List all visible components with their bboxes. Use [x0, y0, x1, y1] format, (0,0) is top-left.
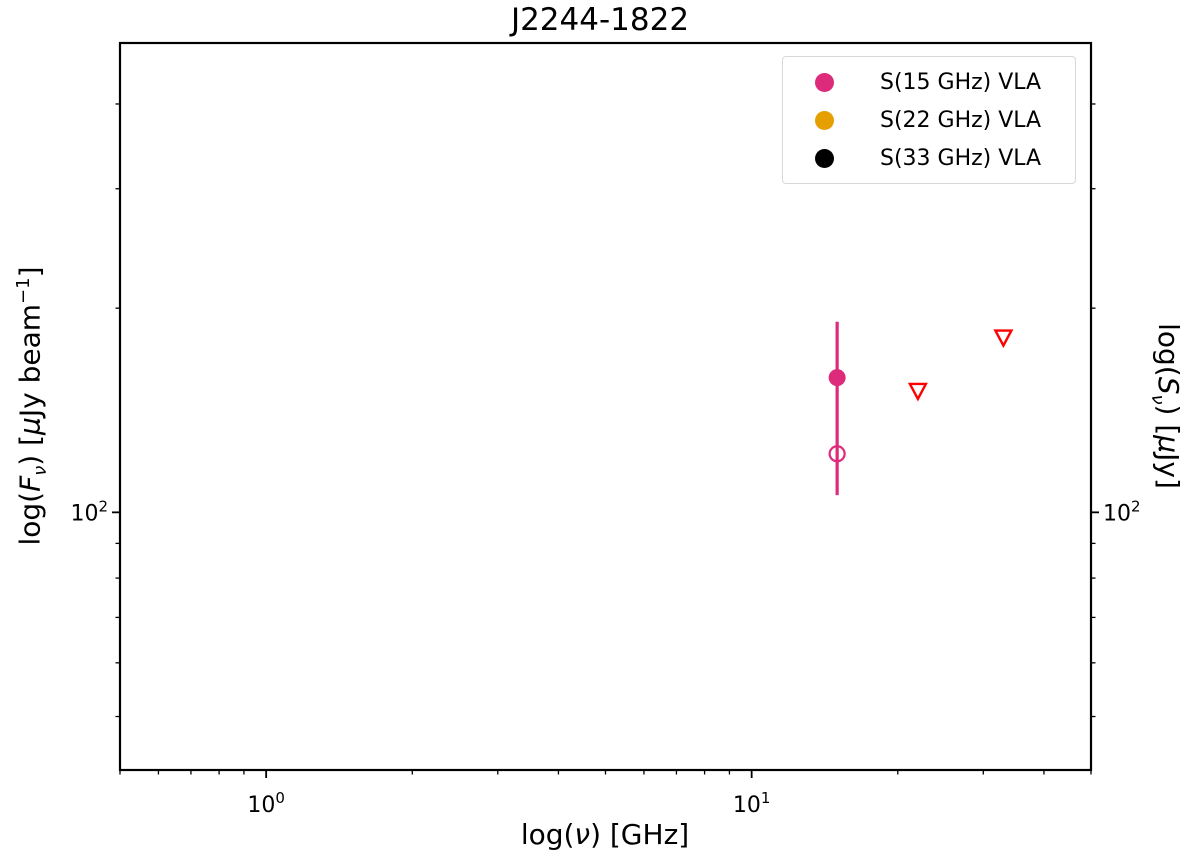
legend-item-15ghz: S(15 GHz) VLA [783, 64, 1041, 100]
legend-label: S(33 GHz) VLA [880, 145, 1042, 171]
upper-limit-triangle-marker [993, 329, 1014, 349]
x-tick-label: 100 [247, 789, 285, 818]
y2-tick-label: 102 [1103, 497, 1141, 526]
axes-frame [118, 41, 1093, 772]
filled-circle-icon [815, 110, 834, 130]
filled-circle-icon [815, 72, 834, 92]
axis-ticks [112, 103, 1099, 778]
y-axis-label: log(Fν) [μJy beam−1] [13, 266, 51, 546]
tick-labels: 100 101 102 102 [70, 497, 1140, 818]
secondary-y-axis-label: log(Sν) [μJy] [1147, 323, 1185, 489]
open-circle-marker [828, 445, 846, 463]
upper-limit-triangle-marker [907, 382, 928, 402]
filled-circle-icon [815, 148, 834, 168]
legend-label: S(22 GHz) VLA [880, 107, 1042, 133]
legend-item-33ghz: S(33 GHz) VLA [783, 140, 1041, 176]
filled-circle-marker [828, 369, 846, 387]
chart-title: J2244-1822 [510, 2, 690, 38]
x-axis-label: log(ν) [GHz] [520, 818, 690, 851]
legend-label: S(15 GHz) VLA [880, 69, 1042, 95]
legend: S(15 GHz) VLA S(22 GHz) VLA S(33 GHz) VL… [782, 56, 1076, 184]
legend-item-22ghz: S(22 GHz) VLA [783, 102, 1041, 138]
x-tick-label: 101 [733, 789, 771, 818]
y-tick-label: 102 [70, 497, 108, 526]
data-points [828, 329, 1014, 463]
